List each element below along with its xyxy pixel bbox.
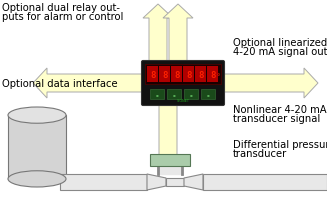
Polygon shape — [153, 91, 183, 159]
Bar — [208, 67, 218, 83]
FancyBboxPatch shape — [142, 61, 225, 106]
Polygon shape — [223, 69, 318, 98]
Text: 4-20 mA signal output: 4-20 mA signal output — [233, 47, 327, 57]
Bar — [166, 178, 184, 186]
Text: Optional dual relay out-: Optional dual relay out- — [2, 3, 120, 13]
Bar — [60, 174, 147, 190]
Bar — [150, 90, 164, 99]
Polygon shape — [184, 174, 203, 190]
Text: Differential pressure: Differential pressure — [233, 139, 327, 149]
Text: Nonlinear 4-20 mA analog: Nonlinear 4-20 mA analog — [233, 104, 327, 115]
Text: ▪: ▪ — [173, 92, 176, 97]
Bar — [196, 67, 206, 83]
Bar — [150, 154, 190, 166]
Polygon shape — [33, 69, 143, 98]
Text: transducer signal: transducer signal — [233, 114, 320, 123]
Ellipse shape — [8, 171, 66, 187]
Text: °: ° — [216, 74, 220, 80]
Bar — [171, 67, 182, 83]
Bar — [203, 174, 327, 190]
Bar — [8, 116, 66, 179]
Text: ▪: ▪ — [156, 92, 159, 97]
Text: Optional linearized: Optional linearized — [233, 38, 327, 48]
Bar — [183, 67, 194, 83]
Text: ▪: ▪ — [190, 92, 193, 97]
Text: SIGNET: SIGNET — [177, 98, 190, 103]
Text: ▪: ▪ — [207, 92, 210, 97]
Polygon shape — [163, 5, 193, 63]
Text: 8: 8 — [150, 71, 156, 80]
Polygon shape — [147, 174, 166, 190]
Bar — [201, 90, 215, 99]
Bar — [160, 67, 170, 83]
Text: puts for alarm or control: puts for alarm or control — [2, 12, 123, 22]
Text: 8: 8 — [174, 71, 180, 80]
Text: 8: 8 — [210, 71, 216, 80]
Bar — [147, 67, 158, 83]
Text: 8: 8 — [198, 71, 204, 80]
Bar — [184, 90, 198, 99]
Polygon shape — [143, 5, 173, 63]
Text: 8: 8 — [186, 71, 192, 80]
Bar — [145, 65, 221, 85]
Text: transducer: transducer — [233, 148, 287, 158]
Text: Optional data interface: Optional data interface — [2, 79, 118, 89]
Bar — [167, 90, 181, 99]
Text: 8: 8 — [162, 71, 168, 80]
Ellipse shape — [8, 108, 66, 124]
